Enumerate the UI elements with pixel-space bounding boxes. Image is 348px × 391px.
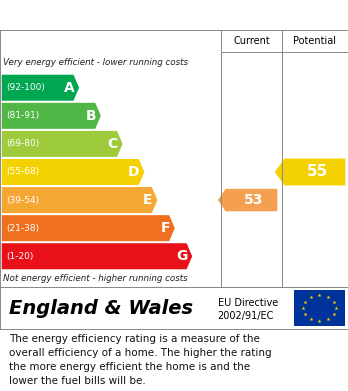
- Text: (21-38): (21-38): [6, 224, 39, 233]
- Text: The energy efficiency rating is a measure of the
overall efficiency of a home. T: The energy efficiency rating is a measur…: [9, 334, 271, 386]
- Text: D: D: [128, 165, 140, 179]
- Text: F: F: [160, 221, 170, 235]
- Polygon shape: [2, 243, 192, 269]
- Text: G: G: [176, 249, 187, 263]
- Polygon shape: [2, 215, 175, 241]
- Bar: [294, 290, 345, 326]
- Text: E: E: [143, 193, 152, 207]
- Text: EU Directive: EU Directive: [218, 298, 278, 308]
- Text: (92-100): (92-100): [6, 83, 45, 92]
- Polygon shape: [2, 103, 101, 129]
- Text: (69-80): (69-80): [6, 140, 39, 149]
- Text: England & Wales: England & Wales: [9, 298, 193, 317]
- Text: Energy Efficiency Rating: Energy Efficiency Rating: [9, 7, 219, 23]
- Text: Potential: Potential: [293, 36, 337, 46]
- Text: (1-20): (1-20): [6, 252, 33, 261]
- Text: (81-91): (81-91): [6, 111, 39, 120]
- Text: Current: Current: [233, 36, 270, 46]
- Text: 2002/91/EC: 2002/91/EC: [218, 310, 274, 321]
- Text: Very energy efficient - lower running costs: Very energy efficient - lower running co…: [3, 58, 189, 67]
- Text: C: C: [108, 137, 118, 151]
- Text: A: A: [63, 81, 74, 95]
- Polygon shape: [2, 131, 122, 157]
- Text: 55: 55: [307, 165, 329, 179]
- Text: (39-54): (39-54): [6, 196, 39, 204]
- Polygon shape: [218, 189, 277, 211]
- Text: Not energy efficient - higher running costs: Not energy efficient - higher running co…: [3, 274, 188, 283]
- Text: (55-68): (55-68): [6, 167, 39, 176]
- Text: 53: 53: [244, 193, 263, 207]
- Polygon shape: [275, 158, 345, 185]
- Polygon shape: [2, 75, 79, 101]
- Text: B: B: [85, 109, 96, 123]
- Polygon shape: [2, 187, 157, 213]
- Polygon shape: [2, 159, 144, 185]
